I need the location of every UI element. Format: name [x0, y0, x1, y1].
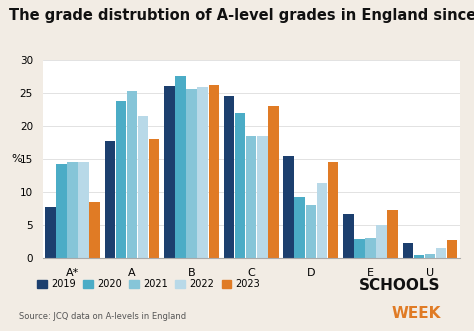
Bar [447, 240, 457, 258]
Bar [414, 255, 424, 258]
Text: WEEK: WEEK [392, 306, 441, 321]
Bar [235, 113, 246, 258]
Bar [354, 239, 365, 258]
Bar [402, 243, 413, 258]
Bar [328, 162, 338, 258]
Legend: 2019, 2020, 2021, 2022, 2023: 2019, 2020, 2021, 2022, 2023 [33, 275, 264, 293]
Bar [78, 162, 89, 258]
Bar [343, 214, 354, 258]
Bar [209, 85, 219, 258]
Bar [246, 136, 256, 258]
Bar [105, 141, 115, 258]
Bar [186, 89, 197, 258]
Bar [89, 202, 100, 258]
Bar [116, 101, 126, 258]
Bar [67, 162, 78, 258]
Bar [149, 139, 159, 258]
Bar [164, 86, 175, 258]
Bar [138, 116, 148, 258]
Bar [294, 197, 305, 258]
Bar [257, 136, 267, 258]
Bar [283, 156, 294, 258]
Bar [376, 225, 387, 258]
Bar [127, 91, 137, 258]
Bar [436, 248, 447, 258]
Bar [45, 207, 55, 258]
Bar [306, 205, 316, 258]
Bar [268, 106, 279, 258]
Bar [224, 96, 234, 258]
Text: The grade distrubtion of A-level grades in England since 2019: The grade distrubtion of A-level grades … [9, 8, 474, 23]
Bar [387, 210, 398, 258]
Bar [425, 254, 435, 258]
Bar [317, 183, 327, 258]
Bar [175, 76, 186, 258]
Text: Source: JCQ data on A-levels in England: Source: JCQ data on A-levels in England [19, 312, 186, 321]
Bar [365, 238, 376, 258]
Text: SCHOOLS: SCHOOLS [359, 278, 441, 293]
Bar [198, 87, 208, 258]
Bar [56, 164, 67, 258]
Y-axis label: %: % [11, 154, 22, 164]
